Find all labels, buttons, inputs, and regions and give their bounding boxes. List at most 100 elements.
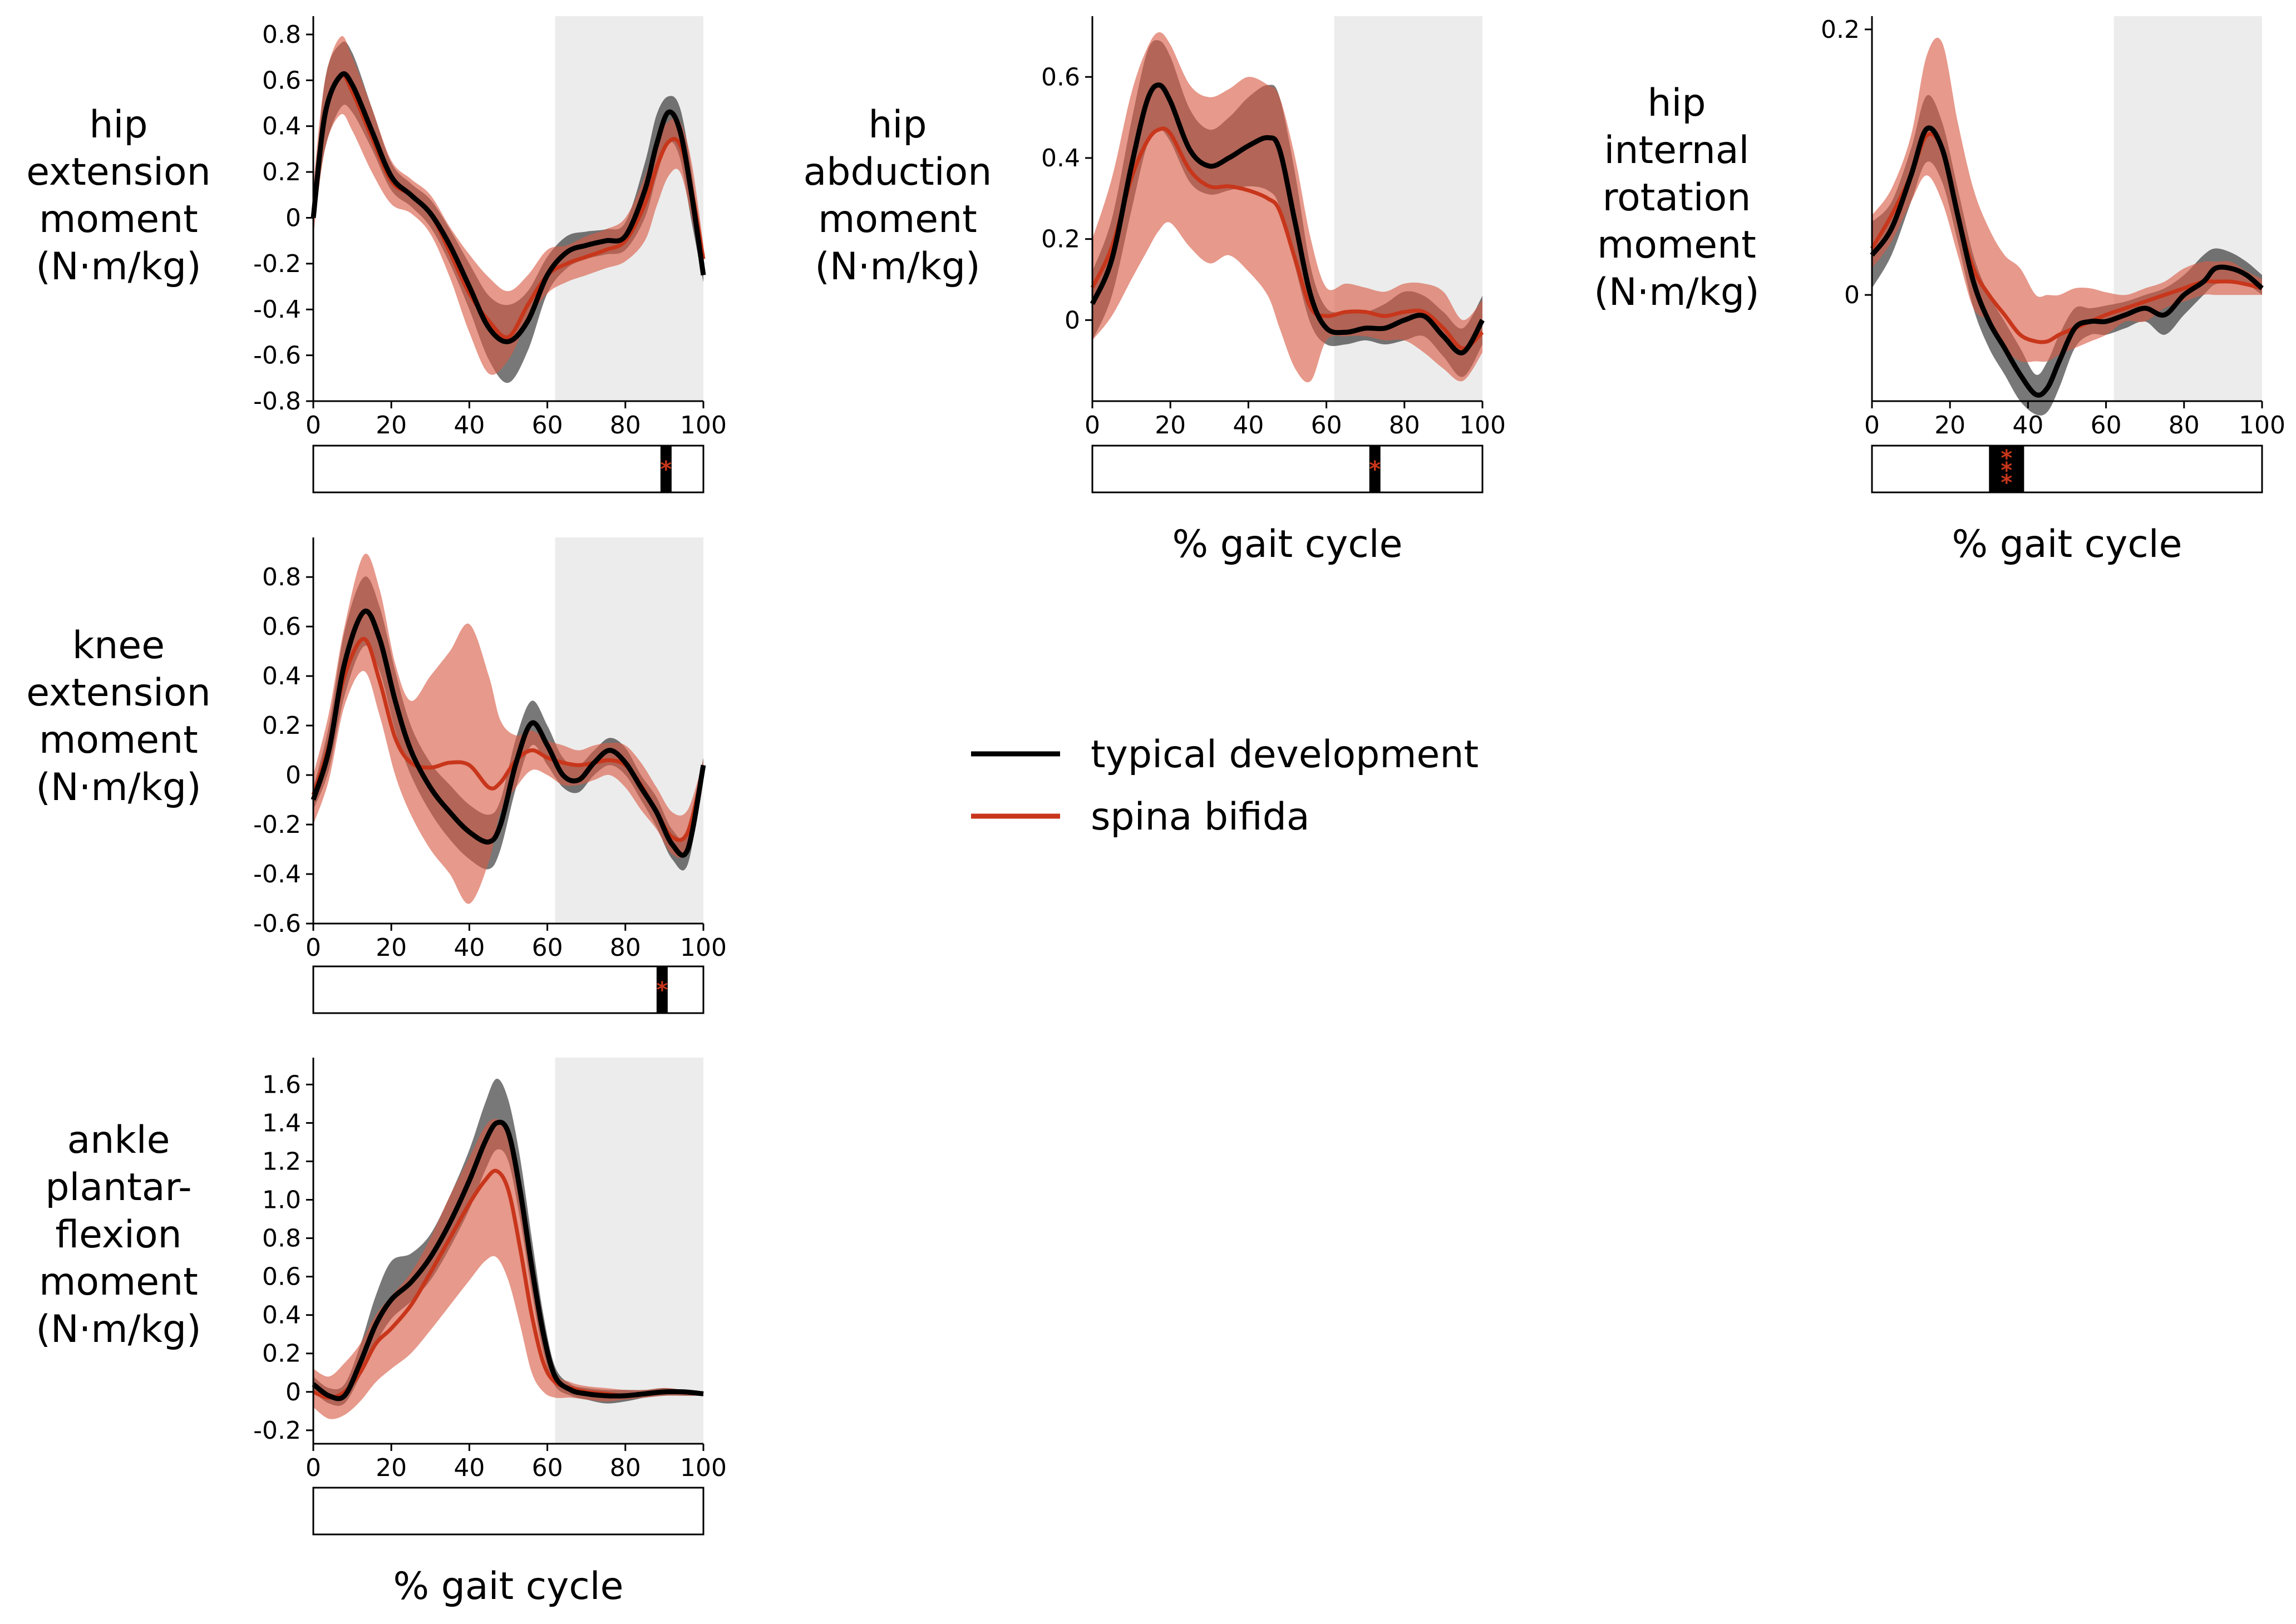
panel-ylabel-line: moment xyxy=(818,198,977,241)
panel-ylabel-line: moment xyxy=(39,1260,198,1304)
series-line-typical-development xyxy=(311,71,706,344)
series-line-typical-development xyxy=(311,608,706,858)
y-tick-label: 0.4 xyxy=(1041,144,1080,172)
y-tick-label: 0.4 xyxy=(262,112,301,141)
legend-label: typical development xyxy=(1091,733,1479,777)
x-tick-label: 60 xyxy=(2091,411,2122,440)
x-tick-label: 20 xyxy=(376,1454,407,1482)
panel-ylabel-line: knee xyxy=(72,624,165,668)
significance-bar xyxy=(660,446,672,492)
panel-ylabel-line: hip xyxy=(1647,81,1706,125)
significance-strip xyxy=(312,965,704,1014)
x-tick-label: 100 xyxy=(680,411,727,440)
y-tick-label: 0 xyxy=(1844,281,1860,309)
swing-phase-shade xyxy=(2113,16,2262,401)
significance-strip xyxy=(1871,445,2263,493)
significance-strip xyxy=(1091,445,1484,493)
x-tick-label: 40 xyxy=(454,411,485,440)
x-tick-label: 100 xyxy=(680,934,727,962)
panel-hip-internal-rotation: 0 0.2 0 20 40 60 80 100 *** hip internal rotation mo… xyxy=(1594,16,2285,566)
x-axis-label: % gait cycle xyxy=(393,1564,624,1608)
y-tick-label: 0.4 xyxy=(262,662,301,690)
y-tick-label: -0.6 xyxy=(253,910,301,938)
y-tick-label: 0.6 xyxy=(262,66,301,95)
significance-bar xyxy=(1989,446,2024,492)
legend: typical development spina bifida xyxy=(971,733,1479,839)
series-line-spina-bifida xyxy=(1090,126,1484,351)
swing-phase-shade xyxy=(555,1058,703,1444)
y-tick-label: 1.4 xyxy=(262,1109,301,1137)
panel-ylabel: knee extension moment (N·m/kg) xyxy=(26,624,211,809)
panel-ylabel-line: (N·m/kg) xyxy=(815,245,980,289)
panel-ylabel-line: ankle xyxy=(67,1118,170,1162)
panel-ylabel-line: flexion xyxy=(55,1213,181,1257)
panel-ylabel-line: moment xyxy=(39,718,198,762)
panel-ylabel-line: plantar- xyxy=(45,1166,191,1210)
y-tick-label: 0.2 xyxy=(262,1340,301,1368)
y-tick-label: 0.2 xyxy=(262,158,301,186)
y-tick-label: 0.6 xyxy=(1041,63,1080,91)
x-tick-label: 20 xyxy=(1934,411,1965,440)
y-tick-label: 0.2 xyxy=(1821,16,1860,44)
y-tick-label: 0 xyxy=(285,761,301,789)
x-tick-label: 80 xyxy=(610,934,641,962)
x-tick-label: 80 xyxy=(1389,411,1420,440)
panel-ylabel-line: (N·m/kg) xyxy=(36,245,201,289)
panel-ylabel-line: hip xyxy=(868,103,927,147)
x-tick-label: 0 xyxy=(306,411,321,440)
series-line-spina-bifida xyxy=(311,73,706,339)
significance-star: * xyxy=(656,978,668,1003)
y-tick-label: 0.8 xyxy=(262,1225,301,1253)
series-line-typical-development xyxy=(1090,82,1485,356)
x-tick-label: 40 xyxy=(454,934,485,962)
panel-ylabel: hip extension moment (N·m/kg) xyxy=(26,103,211,289)
x-tick-label: 60 xyxy=(532,411,563,440)
significance-strip xyxy=(312,445,704,493)
legend-label: spina bifida xyxy=(1091,795,1310,839)
significance-star: * xyxy=(1369,457,1381,482)
panel-hip-extension: -0.8 -0.6 -0.4 -0.2 0 0.2 0.4 0.6 0.8 0 20 40 60 80 10… xyxy=(26,16,727,493)
x-tick-label: 0 xyxy=(306,1454,321,1482)
y-tick-label: 0.2 xyxy=(262,712,301,740)
series-line-typical-development xyxy=(1870,125,2264,398)
panel-ylabel-line: extension xyxy=(26,150,211,194)
significance-star: * xyxy=(2001,458,2012,483)
x-axis-label: % gait cycle xyxy=(1952,522,2182,566)
x-tick-label: 20 xyxy=(376,411,407,440)
x-tick-label: 60 xyxy=(532,1454,563,1482)
y-tick-label: 0.8 xyxy=(262,563,301,591)
y-tick-label: 0 xyxy=(1065,306,1080,334)
swing-phase-shade xyxy=(555,16,703,401)
panel-ylabel: hip internal rotation moment (N·m/kg) xyxy=(1594,81,1759,314)
x-tick-label: 40 xyxy=(454,1454,485,1482)
x-tick-label: 0 xyxy=(306,934,321,962)
x-tick-label: 100 xyxy=(1459,411,1506,440)
significance-star: * xyxy=(2001,470,2012,496)
x-axis-label: % gait cycle xyxy=(1172,522,1403,566)
panel-ylabel-line: (N·m/kg) xyxy=(36,766,201,809)
y-tick-label: 0 xyxy=(285,204,301,232)
panel-ylabel: ankle plantar-flexion moment (N·m/kg) xyxy=(36,1118,201,1351)
x-tick-label: 100 xyxy=(2239,411,2285,440)
x-tick-label: 0 xyxy=(1864,411,1880,440)
y-tick-label: -0.6 xyxy=(253,342,301,370)
x-tick-label: 20 xyxy=(1155,411,1186,440)
panel-ankle-plantarflexion: -0.200.20.40.60.81.01.21.41.60 20 40 60 80 10… xyxy=(36,1058,727,1608)
panel-knee-extension: -0.6 -0.4 -0.2 0 0.2 0.4 0.6 0.8 0 20 40 60 80 100 * kn… xyxy=(26,537,727,1014)
panel-ylabel-line: extension xyxy=(26,671,211,715)
y-tick-label: 0 xyxy=(285,1378,301,1406)
significance-bar xyxy=(1369,446,1381,492)
y-tick-label: -0.4 xyxy=(253,860,301,888)
y-tick-label: 0.8 xyxy=(262,21,301,49)
x-tick-label: 0 xyxy=(1085,411,1100,440)
y-tick-label: -0.2 xyxy=(253,250,301,278)
y-tick-label: 1.0 xyxy=(262,1186,301,1215)
series-band-spina-bifida xyxy=(1092,32,1482,383)
y-tick-label: 0.6 xyxy=(262,1263,301,1291)
y-tick-label: -0.4 xyxy=(253,295,301,324)
x-tick-label: 40 xyxy=(1233,411,1264,440)
y-tick-label: -0.8 xyxy=(253,387,301,416)
y-tick-label: 0.4 xyxy=(262,1301,301,1330)
panel-hip-abduction: 0 0.2 0.4 0.6 0 20 40 60 80 100 * hip abduction momen… xyxy=(804,16,1506,566)
